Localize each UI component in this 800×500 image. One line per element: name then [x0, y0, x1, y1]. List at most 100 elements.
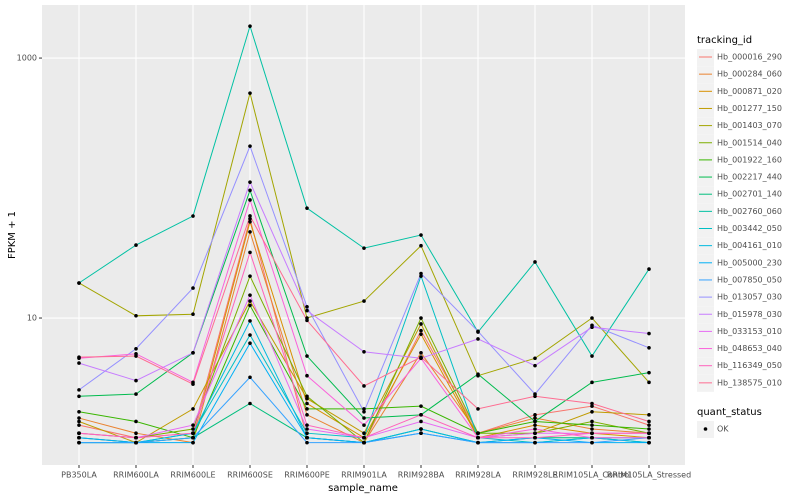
legend-label: Hb_007850_050: [717, 275, 782, 284]
data-point: [533, 394, 537, 399]
data-point: [305, 318, 309, 323]
data-point: [362, 299, 366, 303]
x-tick-label: RRIM928LA: [455, 471, 501, 480]
x-tick-label: RRIM600SE: [227, 471, 273, 480]
data-point: [248, 219, 252, 224]
data-point: [248, 293, 252, 297]
data-point: [419, 413, 423, 417]
legend-label: Hb_116349_050: [717, 361, 782, 370]
data-point: [533, 260, 537, 264]
data-point: [248, 299, 252, 303]
legend-label: Hb_002760_060: [717, 207, 782, 216]
y-axis-title: FPKM + 1: [7, 211, 18, 259]
legend-label: Hb_000284_060: [717, 70, 782, 79]
data-point: [533, 356, 537, 361]
data-point: [476, 431, 480, 435]
data-point: [248, 91, 252, 95]
data-point: [533, 431, 537, 435]
data-point: [191, 440, 195, 445]
data-point: [248, 303, 252, 308]
data-point: [191, 407, 195, 411]
legend-swatch: [703, 427, 708, 431]
data-point: [590, 419, 594, 424]
data-point: [305, 427, 309, 431]
data-point: [533, 363, 537, 368]
data-point: [77, 281, 81, 285]
legend-label: Hb_002701_140: [717, 190, 782, 199]
legend-label: Hb_002217_440: [717, 173, 782, 182]
data-point: [590, 435, 594, 440]
data-point: [419, 419, 423, 424]
data-point: [419, 233, 423, 237]
data-point: [248, 375, 252, 380]
data-point: [590, 404, 594, 408]
data-point: [77, 361, 81, 365]
data-point: [191, 214, 195, 218]
data-point: [590, 354, 594, 358]
data-point: [248, 341, 252, 346]
data-point: [77, 355, 81, 359]
data-point: [134, 419, 138, 424]
data-point: [248, 333, 252, 337]
data-point: [248, 24, 252, 28]
data-point: [305, 440, 309, 445]
legend-label: Hb_004161_010: [717, 241, 782, 250]
x-tick-label: RRIM105LA_Control: [553, 471, 632, 480]
data-point: [362, 407, 366, 411]
data-point: [362, 349, 366, 354]
data-point: [191, 382, 195, 386]
legend-label: Hb_015978_030: [717, 310, 782, 319]
legend-label: Hb_001514_040: [717, 138, 782, 147]
data-point: [362, 384, 366, 388]
data-point: [305, 431, 309, 435]
x-tick-label: RRIM600PE: [284, 471, 330, 480]
data-point: [248, 214, 252, 218]
data-point: [191, 351, 195, 355]
data-point: [419, 243, 423, 248]
data-point: [476, 407, 480, 411]
data-point: [362, 435, 366, 440]
data-point: [248, 180, 252, 184]
legend-title: tracking_id: [697, 35, 752, 46]
data-point: [77, 423, 81, 427]
data-point: [590, 380, 594, 385]
data-point: [419, 271, 423, 276]
data-point: [647, 435, 651, 440]
data-point: [590, 316, 594, 320]
data-point: [476, 435, 480, 440]
data-point: [305, 206, 309, 210]
data-point: [590, 427, 594, 431]
data-point: [134, 378, 138, 383]
data-point: [191, 431, 195, 435]
data-point: [590, 431, 594, 435]
x-tick-label: RRIM600LE: [170, 471, 215, 480]
legend-label: Hb_033153_010: [717, 327, 782, 336]
legend-key: [697, 117, 714, 135]
data-point: [305, 304, 309, 309]
data-point: [533, 423, 537, 427]
data-point: [533, 435, 537, 440]
data-point: [248, 274, 252, 278]
data-point: [476, 440, 480, 445]
data-point: [305, 423, 309, 427]
data-point: [476, 337, 480, 341]
data-point: [419, 328, 423, 333]
data-point: [77, 435, 81, 440]
data-point: [77, 416, 81, 420]
data-point: [134, 243, 138, 247]
data-point: [419, 355, 423, 359]
data-point: [533, 419, 537, 424]
data-point: [134, 346, 138, 351]
data-point: [77, 440, 81, 445]
data-point: [305, 354, 309, 358]
data-point: [134, 440, 138, 445]
data-point: [77, 388, 81, 392]
data-point: [647, 413, 651, 417]
data-point: [590, 409, 594, 414]
data-point: [305, 373, 309, 378]
data-point: [248, 401, 252, 406]
data-point: [362, 440, 366, 445]
data-point: [647, 370, 651, 375]
data-point: [191, 286, 195, 290]
